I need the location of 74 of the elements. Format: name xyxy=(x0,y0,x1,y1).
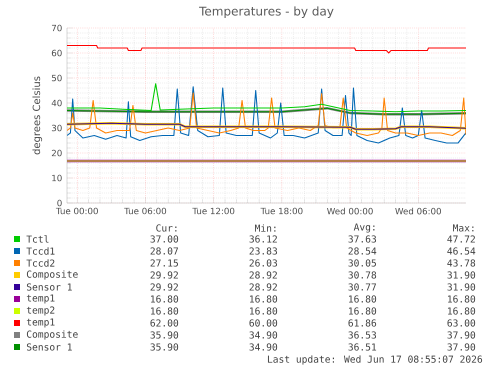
text: 37.63 xyxy=(348,235,376,243)
text: 29.92 xyxy=(150,271,178,279)
text: 16.80 xyxy=(150,307,178,315)
text: 62.00 xyxy=(150,319,178,327)
y-tick-label: 30 xyxy=(52,124,62,132)
line-series xyxy=(67,44,466,54)
y-axis-title: degrees Celsius xyxy=(32,76,42,154)
y-tick-label: 0 xyxy=(57,200,62,206)
text: 29.92 xyxy=(150,283,178,291)
legend-label: temp2 xyxy=(26,306,54,316)
legend-label: temp1 xyxy=(26,318,55,328)
chart-title: Temperatures - by day xyxy=(199,6,334,18)
text: 35.90 xyxy=(150,331,178,339)
text: 36.12 xyxy=(249,235,277,243)
text: 16.80 xyxy=(150,295,178,303)
text: 16.80 xyxy=(250,307,278,315)
y-tick-label: 60 xyxy=(52,50,62,56)
text: 37.90 xyxy=(447,331,476,339)
text: 61.86 xyxy=(348,319,376,327)
text: 34.90 xyxy=(249,331,278,339)
x-tick-label: Tue 12:00 xyxy=(192,208,234,214)
legend-label: Sensor 1 xyxy=(26,343,72,351)
text: 26.03 xyxy=(250,259,278,267)
text: 28.54 xyxy=(348,247,376,255)
text: 16.80 xyxy=(448,295,476,303)
text: 28.92 xyxy=(250,283,277,291)
text: 28.92 xyxy=(250,271,277,279)
text: 60.00 xyxy=(249,319,278,327)
text: 27.15 xyxy=(150,259,178,267)
x-tick-label: Wed 06:00 xyxy=(395,208,441,214)
line-series xyxy=(67,92,466,136)
text: 23.83 xyxy=(250,247,278,255)
text: Cur: xyxy=(156,224,176,232)
legend-label: Sensor 1 xyxy=(26,283,72,291)
y-tick-label: 70 xyxy=(52,24,62,32)
text: 36.51 xyxy=(348,343,376,351)
y-tick-label: 20 xyxy=(52,150,62,156)
text: 34.90 xyxy=(249,343,278,351)
text: 37.90 xyxy=(447,343,476,351)
legend-label: Composite xyxy=(26,270,78,280)
text: 63.00 xyxy=(447,319,476,327)
text: 30.77 xyxy=(348,283,376,291)
text: Min: xyxy=(255,224,276,232)
y-tick-label: 10 xyxy=(52,174,62,182)
text: 47.72 xyxy=(447,235,475,243)
legend-label: Tccd2 xyxy=(26,259,54,267)
y-tick-label: 50 xyxy=(52,74,62,82)
text: 31.90 xyxy=(447,271,476,279)
y-tick-label: 40 xyxy=(52,100,62,106)
text: 16.80 xyxy=(348,295,376,303)
line-series xyxy=(67,86,466,144)
x-tick-label: Tue 18:00 xyxy=(260,208,303,214)
text: 30.05 xyxy=(348,259,376,267)
legend-label: Tccd1 xyxy=(26,247,55,255)
legend-label: temp1 xyxy=(26,294,55,304)
text: Max: xyxy=(453,224,474,232)
text: 46.54 xyxy=(447,247,476,255)
text: 43.78 xyxy=(447,259,476,267)
text: 37.00 xyxy=(150,235,178,243)
x-tick-label: Wed 00:00 xyxy=(327,208,373,214)
text: Last update: Wed Jun 17 08:55:07 2026 xyxy=(268,355,482,365)
text: 31.90 xyxy=(447,283,476,291)
text: 16.80 xyxy=(448,307,476,315)
legend-label: Tctl xyxy=(26,235,48,243)
text: 16.80 xyxy=(348,307,376,315)
x-tick-label: Tue 06:00 xyxy=(124,208,166,214)
text: Avg: xyxy=(354,223,374,233)
text: 16.80 xyxy=(250,295,278,303)
text: 30.78 xyxy=(348,271,376,279)
legend-label: Composite xyxy=(26,330,78,340)
text: 35.90 xyxy=(150,343,178,351)
text: 36.53 xyxy=(348,331,376,339)
text: 28.07 xyxy=(150,247,178,255)
x-tick-label: Tue 00:00 xyxy=(56,208,98,214)
